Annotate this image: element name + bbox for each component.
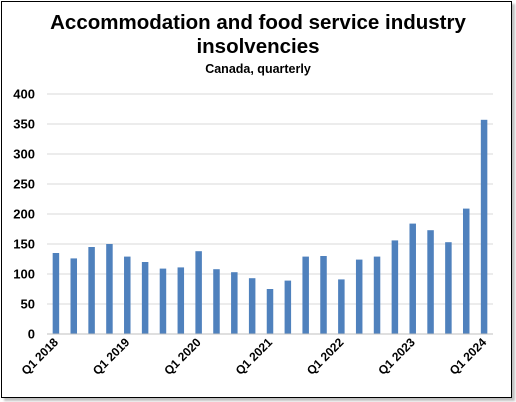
bar <box>284 280 292 334</box>
bar <box>338 279 345 334</box>
bar <box>141 262 149 334</box>
bar <box>480 119 488 334</box>
chart-subtitle: Canada, quarterly <box>205 62 311 76</box>
y-tick-label: 200 <box>13 207 35 222</box>
bar <box>373 256 381 334</box>
bar <box>106 244 113 334</box>
x-tick-label: Q1 2019 <box>90 335 133 378</box>
bar <box>70 258 78 334</box>
bar <box>52 253 60 334</box>
bar <box>409 223 416 334</box>
y-tick-label: 350 <box>13 117 35 132</box>
x-tick-label: Q1 2020 <box>161 335 204 378</box>
y-tick-label: 300 <box>13 147 35 162</box>
bar <box>391 240 399 334</box>
x-tick-label: Q1 2022 <box>304 335 347 378</box>
y-tick-label: 400 <box>13 87 35 102</box>
bar <box>248 278 256 334</box>
bar <box>124 256 131 334</box>
x-axis-ticks: Q1 2018 Q1 2019 Q1 2020 Q1 2021 Q1 2022 Q1 20… <box>19 335 490 378</box>
bar <box>445 242 452 334</box>
x-tick-label: Q1 2024 <box>447 335 490 378</box>
y-tick-label: 0 <box>28 327 35 342</box>
bar <box>302 256 309 334</box>
y-tick-label: 250 <box>13 177 35 192</box>
y-tick-label: 100 <box>13 267 35 282</box>
chart-title: Accommodation and food service industry i… <box>50 11 466 58</box>
bar <box>213 269 220 334</box>
x-tick-label: Q1 2023 <box>375 335 418 378</box>
bar <box>231 272 238 334</box>
x-tick-label: Q1 2021 <box>233 335 276 378</box>
y-tick-label: 150 <box>13 237 35 252</box>
bar <box>266 289 274 334</box>
bar <box>88 247 95 334</box>
gridlines <box>47 93 493 305</box>
y-tick-label: 50 <box>21 297 35 312</box>
chart-frame <box>1 1 512 398</box>
bar <box>462 208 470 334</box>
y-axis-ticks: 0 50 100 150 200 250 300 350 400 <box>13 87 35 342</box>
bar <box>355 259 363 334</box>
x-tick-label: Q1 2018 <box>19 335 62 378</box>
bar <box>427 230 434 334</box>
bar <box>320 256 327 334</box>
bar <box>177 267 185 334</box>
bar <box>195 251 202 334</box>
bars <box>52 119 488 334</box>
bar <box>159 268 167 334</box>
